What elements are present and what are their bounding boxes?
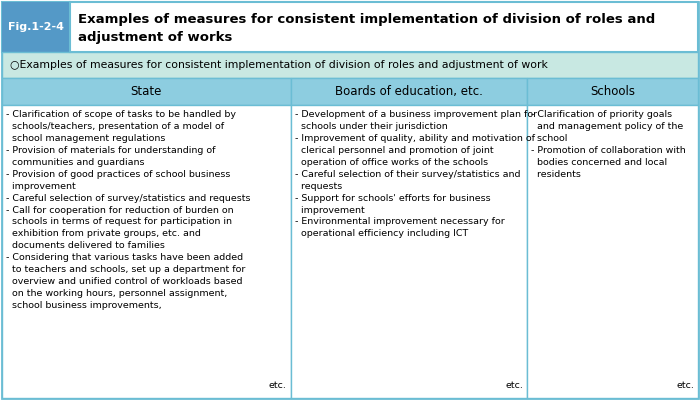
Text: adjustment of works: adjustment of works: [78, 32, 232, 44]
Text: etc.: etc.: [676, 381, 694, 390]
Bar: [2, 78, 290, 105]
Text: etc.: etc.: [505, 381, 524, 390]
Text: State: State: [131, 85, 162, 98]
Text: Boards of education, etc.: Boards of education, etc.: [335, 85, 483, 98]
Bar: [528, 78, 698, 105]
Text: ○Examples of measures for consistent implementation of division of roles and adj: ○Examples of measures for consistent imp…: [10, 60, 548, 70]
Text: - Development of a business improvement plan for
  schools under their jurisdict: - Development of a business improvement …: [295, 110, 537, 238]
Text: - Clarification of scope of tasks to be handled by
  schools/teachers, presentat: - Clarification of scope of tasks to be …: [6, 110, 251, 310]
Bar: [290, 78, 528, 105]
Text: Schools: Schools: [590, 85, 635, 98]
Bar: [2, 2, 698, 52]
Text: etc.: etc.: [269, 381, 287, 390]
Text: Examples of measures for consistent implementation of division of roles and: Examples of measures for consistent impl…: [78, 13, 655, 26]
Bar: [290, 105, 528, 398]
Text: Fig.1-2-4: Fig.1-2-4: [8, 22, 64, 32]
Bar: [2, 2, 70, 52]
Bar: [2, 52, 698, 78]
Text: - Clarification of priority goals
  and management policy of the
  school
- Prom: - Clarification of priority goals and ma…: [531, 110, 686, 179]
Bar: [2, 105, 290, 398]
Bar: [528, 105, 698, 398]
